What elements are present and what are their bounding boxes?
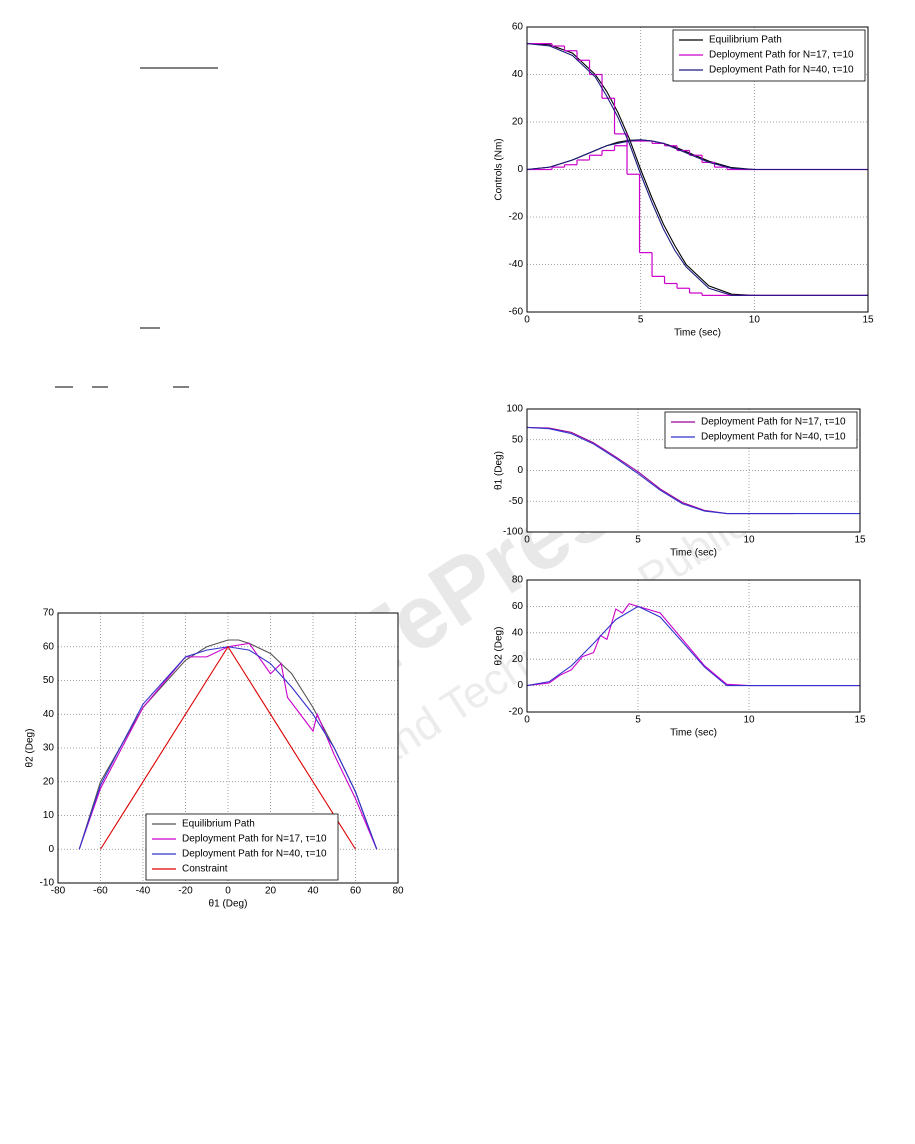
y-tick-label: 60	[43, 641, 55, 652]
y-tick-label: 0	[517, 164, 523, 175]
y-tick-label: 70	[43, 608, 55, 619]
y-tick-label: 0	[48, 844, 54, 855]
x-tick-label: 0	[524, 315, 530, 326]
x-axis-label: θ1 (Deg)	[209, 899, 248, 910]
series-line	[526, 605, 860, 687]
x-tick-label: 0	[524, 535, 530, 546]
plot-frame	[526, 26, 869, 313]
x-tick-label: 0	[524, 715, 530, 726]
x-axis-label: Time (sec)	[670, 548, 717, 559]
series-line	[526, 43, 868, 296]
series-line	[78, 646, 378, 850]
y-tick-label: 20	[512, 117, 524, 128]
x-axis-label: Time (sec)	[670, 728, 717, 739]
plot-area	[527, 580, 860, 712]
x-tick-label: 60	[350, 886, 362, 897]
y-tick-label: 30	[43, 743, 55, 754]
y-tick-label: 50	[512, 434, 524, 445]
chart: -80 -60 -40 -20 0 20 40 60 80 -10 0 10 20 30 40 50 60 70 θ…	[25, 608, 404, 910]
fraction-bars	[55, 67, 218, 388]
legend-box	[672, 29, 866, 82]
legend-box	[664, 411, 858, 449]
y-tick-label: 20	[43, 776, 55, 787]
x-tick-label: -20	[178, 886, 193, 897]
x-tick-label: 5	[635, 715, 641, 726]
y-tick-label: 100	[506, 404, 523, 415]
y-tick-label: 50	[43, 675, 55, 686]
legend-label: Deployment Path for N=40, τ=10	[701, 432, 846, 443]
x-tick-label: 10	[743, 715, 755, 726]
y-tick-label: -50	[509, 496, 524, 507]
legend-label: Deployment Path for N=17, τ=10	[701, 417, 846, 428]
y-axis-label: θ2 (Deg)	[25, 729, 36, 768]
series-line	[526, 426, 860, 515]
y-tick-label: -100	[503, 527, 523, 538]
y-tick-label: 10	[43, 810, 55, 821]
x-tick-label: 80	[392, 886, 404, 897]
x-tick-label: -40	[136, 886, 151, 897]
x-axis-label: Time (sec)	[674, 328, 721, 339]
chart: 0 5 10 15 -60 -40 -20 0 20 40 60 Time (sec) Controls…	[494, 22, 874, 339]
legend-label: Equilibrium Path	[182, 819, 255, 830]
y-tick-label: -20	[509, 707, 524, 718]
x-tick-label: 10	[749, 315, 761, 326]
y-tick-label: 20	[512, 654, 524, 665]
x-tick-label: 20	[265, 886, 277, 897]
x-tick-label: 15	[862, 315, 874, 326]
series-line	[526, 603, 860, 687]
legend: Deployment Path for N=17, τ=10 Deployment…	[664, 411, 858, 449]
x-tick-label: 5	[638, 315, 644, 326]
y-axis-label: θ1 (Deg)	[494, 451, 505, 490]
legend-label: Constraint	[182, 864, 228, 875]
y-tick-label: 0	[517, 680, 523, 691]
legend: Equilibrium Path Deployment Path for N=17…	[145, 813, 339, 881]
legend-label: Deployment Path for N=40, τ=10	[182, 849, 327, 860]
series-line	[100, 645, 356, 850]
y-tick-label: -20	[509, 212, 524, 223]
chart: 0 5 10 15 -100 -50 0 50 100 Time (sec) θ1 (Deg) Dep…	[494, 404, 866, 559]
y-axis-label: Controls (Nm)	[494, 138, 505, 200]
legend-label: Deployment Path for N=17, τ=10	[182, 834, 327, 845]
y-axis-label: θ2 (Deg)	[494, 627, 505, 666]
x-tick-label: 5	[635, 535, 641, 546]
y-tick-label: 60	[512, 22, 524, 33]
legend-label: Deployment Path for N=40, τ=10	[709, 65, 854, 76]
x-tick-label: -80	[51, 886, 66, 897]
x-tick-label: 15	[854, 535, 866, 546]
plot-frame	[526, 579, 861, 713]
y-tick-label: 40	[512, 69, 524, 80]
legend-box	[145, 813, 339, 881]
legend-label: Equilibrium Path	[709, 35, 782, 46]
x-tick-label: 40	[307, 886, 319, 897]
plot-frame	[57, 612, 399, 884]
x-tick-label: 15	[854, 715, 866, 726]
series-line	[78, 642, 378, 850]
y-tick-label: 40	[512, 627, 524, 638]
legend-label: Deployment Path for N=17, τ=10	[709, 50, 854, 61]
plot-frame	[526, 408, 861, 533]
y-tick-label: -60	[509, 307, 524, 318]
x-tick-label: -60	[93, 886, 108, 897]
legend: Equilibrium Path Deployment Path for N=17…	[672, 29, 866, 82]
y-tick-label: 60	[512, 601, 524, 612]
x-tick-label: 10	[743, 535, 755, 546]
y-tick-label: -40	[509, 259, 524, 270]
y-tick-label: 80	[512, 575, 524, 586]
y-tick-label: 40	[43, 709, 55, 720]
x-tick-label: 0	[225, 886, 231, 897]
y-tick-label: 0	[517, 465, 523, 476]
y-tick-label: -10	[40, 878, 55, 889]
